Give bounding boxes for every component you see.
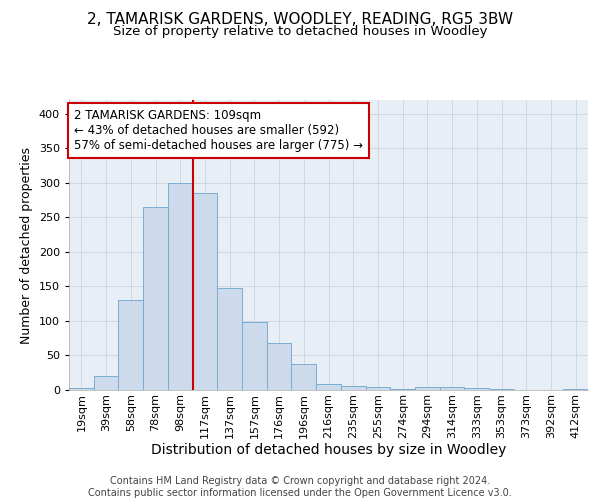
- Bar: [316, 384, 341, 390]
- Bar: [118, 300, 143, 390]
- Bar: [242, 322, 267, 390]
- Bar: [440, 386, 464, 390]
- Bar: [390, 388, 415, 390]
- X-axis label: Distribution of detached houses by size in Woodley: Distribution of detached houses by size …: [151, 444, 506, 458]
- Bar: [341, 386, 365, 390]
- Bar: [365, 386, 390, 390]
- Text: 2, TAMARISK GARDENS, WOODLEY, READING, RG5 3BW: 2, TAMARISK GARDENS, WOODLEY, READING, R…: [87, 12, 513, 28]
- Text: 2 TAMARISK GARDENS: 109sqm
← 43% of detached houses are smaller (592)
57% of sem: 2 TAMARISK GARDENS: 109sqm ← 43% of deta…: [74, 108, 363, 152]
- Bar: [415, 386, 440, 390]
- Bar: [489, 388, 514, 390]
- Bar: [193, 193, 217, 390]
- Text: Contains HM Land Registry data © Crown copyright and database right 2024.
Contai: Contains HM Land Registry data © Crown c…: [88, 476, 512, 498]
- Bar: [143, 207, 168, 390]
- Y-axis label: Number of detached properties: Number of detached properties: [20, 146, 33, 344]
- Bar: [217, 288, 242, 390]
- Bar: [94, 376, 118, 390]
- Bar: [69, 388, 94, 390]
- Bar: [292, 364, 316, 390]
- Bar: [168, 183, 193, 390]
- Bar: [563, 388, 588, 390]
- Bar: [267, 343, 292, 390]
- Text: Size of property relative to detached houses in Woodley: Size of property relative to detached ho…: [113, 25, 487, 38]
- Bar: [464, 388, 489, 390]
